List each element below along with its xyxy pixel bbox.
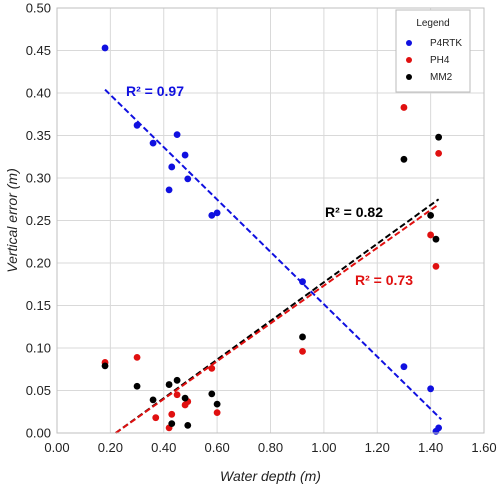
legend-title: Legend bbox=[416, 18, 449, 29]
y-tick-label: 0.40 bbox=[26, 86, 51, 101]
r2-annotations: R² = 0.97 R² = 0.73 R² = 0.82 bbox=[126, 83, 413, 288]
mm2-point bbox=[299, 333, 306, 341]
y-tick-label: 0.35 bbox=[26, 128, 51, 143]
mm2-legend-label: MM2 bbox=[430, 72, 453, 83]
plot-frame bbox=[56, 7, 485, 434]
mm2-point bbox=[427, 212, 435, 219]
p4rtk-point bbox=[168, 163, 176, 171]
plot-area-border bbox=[56, 7, 485, 434]
p4rtk-legend-label: P4RTK bbox=[430, 38, 462, 49]
p4rtk-point bbox=[213, 209, 221, 217]
mm2-point bbox=[173, 376, 181, 384]
p4rtk-point bbox=[299, 278, 306, 286]
y-tick-label: 0.10 bbox=[26, 341, 51, 356]
y-axis-title: Vertical error (m) bbox=[4, 168, 20, 273]
ph4-point bbox=[299, 348, 306, 355]
x-tick-label: 0.40 bbox=[151, 440, 176, 455]
ph4-point bbox=[213, 409, 221, 416]
legend: Legend P4RTK PH4 MM2 bbox=[395, 9, 471, 93]
ph4-point bbox=[427, 231, 435, 239]
tick-labels: 0.00 0.20 0.40 0.60 0.80 1.00 1.20 1.40 1.60 0.00… bbox=[26, 1, 497, 456]
ph4-legend-label: PH4 bbox=[430, 55, 450, 66]
ph4-point bbox=[133, 353, 141, 361]
y-tick-label: 0.45 bbox=[26, 43, 51, 58]
x-tick-label: 0.20 bbox=[98, 440, 123, 455]
ph4-point bbox=[168, 410, 176, 418]
y-tick-label: 0.50 bbox=[26, 1, 51, 16]
mm2-point bbox=[435, 133, 443, 141]
x-tick-label: 1.60 bbox=[471, 440, 496, 455]
p4rtk-r2-label: R² = 0.97 bbox=[126, 83, 184, 99]
p4rtk-point bbox=[184, 175, 192, 183]
p4rtk-point bbox=[400, 363, 408, 371]
mm2-point bbox=[432, 235, 440, 243]
mm2-legend-marker bbox=[406, 74, 412, 80]
mm2-point bbox=[181, 394, 189, 402]
p4rtk-trend-line bbox=[104, 88, 443, 421]
y-tick-label: 0.00 bbox=[26, 426, 51, 441]
trend-lines bbox=[104, 88, 443, 434]
grid-lines bbox=[57, 8, 484, 433]
ph4-point bbox=[400, 104, 408, 111]
x-axis-title: Water depth (m) bbox=[220, 468, 321, 484]
y-tick-label: 0.20 bbox=[26, 256, 51, 271]
mm2-point bbox=[208, 390, 216, 398]
mm2-r2-label: R² = 0.82 bbox=[325, 204, 383, 220]
legend-items: P4RTK PH4 MM2 bbox=[406, 38, 462, 83]
ph4-point bbox=[208, 365, 216, 372]
mm2-point bbox=[168, 420, 176, 428]
p4rtk-point bbox=[427, 385, 435, 393]
y-tick-label: 0.05 bbox=[26, 383, 51, 398]
p4rtk-legend-marker bbox=[406, 40, 412, 46]
ph4-legend-marker bbox=[406, 57, 412, 63]
mm2-point bbox=[165, 381, 173, 388]
p4rtk-point bbox=[133, 121, 141, 129]
p4rtk-point bbox=[101, 44, 109, 52]
p4rtk-point bbox=[173, 131, 181, 139]
x-tick-label: 1.00 bbox=[311, 440, 336, 455]
ph4-point bbox=[152, 414, 160, 422]
mm2-point bbox=[101, 362, 109, 370]
x-tick-label: 0.00 bbox=[44, 440, 69, 455]
ph4-trend-line bbox=[115, 203, 440, 434]
y-tick-label: 0.30 bbox=[26, 171, 51, 186]
x-tick-label: 0.60 bbox=[204, 440, 229, 455]
mm2-point bbox=[184, 421, 192, 429]
data-points bbox=[101, 44, 443, 435]
y-tick-label: 0.15 bbox=[26, 298, 51, 313]
p4rtk-point bbox=[165, 186, 173, 194]
mm2-point bbox=[149, 396, 157, 404]
ph4-point bbox=[435, 149, 443, 157]
p4rtk-point bbox=[181, 151, 189, 159]
ph4-r2-label: R² = 0.73 bbox=[355, 272, 413, 288]
p4rtk-point bbox=[208, 212, 216, 219]
mm2-point bbox=[213, 400, 221, 408]
y-tick-label: 0.25 bbox=[26, 213, 51, 228]
mm2-point bbox=[400, 155, 408, 163]
ph4-point bbox=[432, 263, 440, 270]
ph4-point bbox=[173, 391, 181, 399]
mm2-point bbox=[133, 382, 141, 390]
x-tick-label: 0.80 bbox=[258, 440, 283, 455]
p4rtk-point bbox=[435, 424, 443, 432]
p4rtk-point bbox=[149, 139, 157, 147]
x-tick-label: 1.40 bbox=[418, 440, 443, 455]
x-tick-label: 1.20 bbox=[365, 440, 390, 455]
